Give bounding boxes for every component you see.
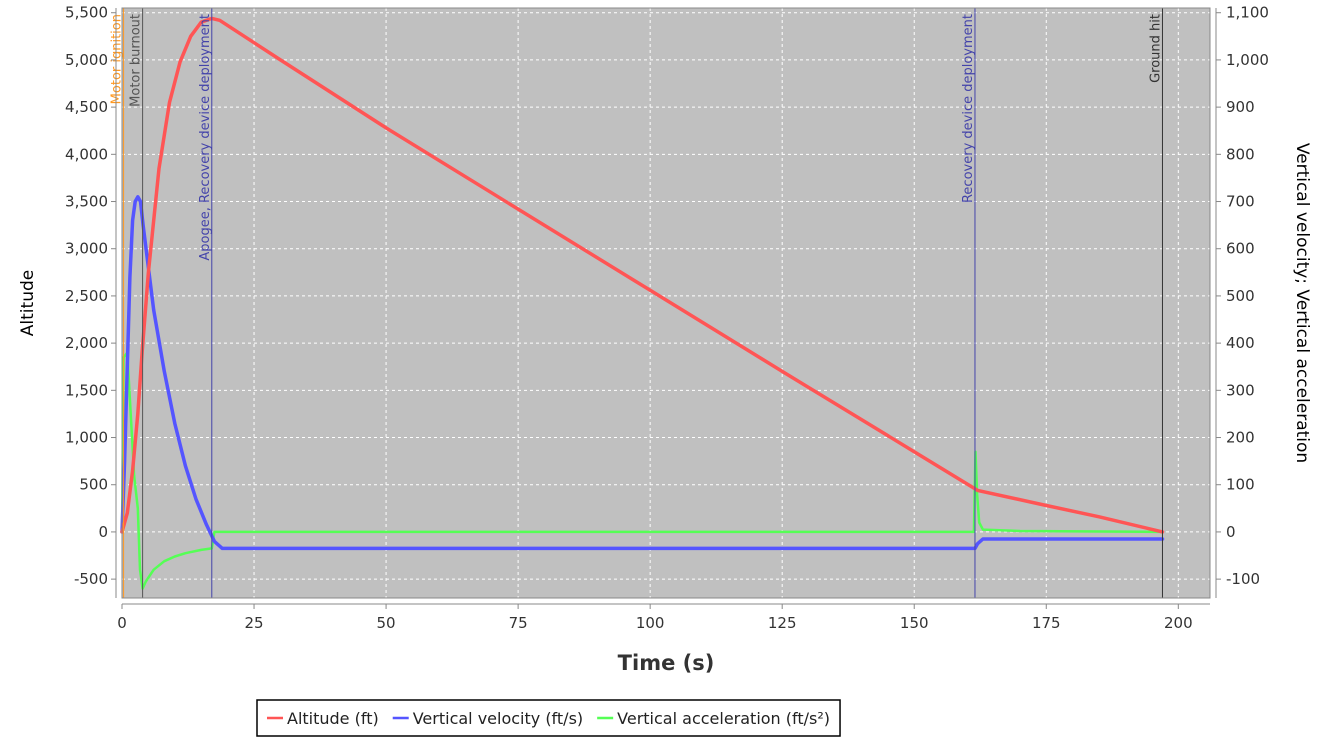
- left-y-tick-label: 5,500: [65, 4, 108, 22]
- event-marker-label: Apogee, Recovery device deployment: [198, 14, 213, 261]
- left-y-tick-label: 0: [98, 523, 108, 541]
- right-y-tick-label: 400: [1226, 334, 1255, 352]
- legend: Altitude (ft) Vertical velocity (ft/s) Ver…: [256, 699, 841, 737]
- x-axis-title: Time (s): [618, 651, 715, 675]
- right-y-tick-label: 1,100: [1226, 4, 1269, 22]
- right-y-tick-label: -100: [1226, 570, 1260, 588]
- plot-border: [121, 7, 1211, 599]
- left-y-tick-label: 1,000: [65, 429, 108, 447]
- right-y-tick-label: 800: [1226, 145, 1255, 163]
- x-tick-label: 125: [768, 614, 797, 632]
- vertical-acceleration-line: [120, 351, 1164, 590]
- legend-box: [256, 699, 841, 737]
- event-marker-label: Motor burnout: [129, 14, 144, 107]
- x-tick-label: 200: [1164, 614, 1193, 632]
- event-marker-label: Motor ignition: [110, 14, 125, 104]
- x-tick-label: 75: [509, 614, 528, 632]
- left-y-tick-label: 500: [79, 476, 108, 494]
- right-y-tick-label: 900: [1226, 98, 1255, 116]
- right-y-tick-label: 1,000: [1226, 51, 1269, 69]
- left-y-tick-label: 3,500: [65, 193, 108, 211]
- left-y-tick-label: -500: [74, 570, 108, 588]
- x-tick-label: 150: [900, 614, 929, 632]
- right-y-tick-label: 500: [1226, 287, 1255, 305]
- x-tick-label: 25: [244, 614, 263, 632]
- right-y-tick-label: 0: [1226, 523, 1236, 541]
- left-y-tick-label: 4,000: [65, 145, 108, 163]
- x-tick-label: 175: [1032, 614, 1061, 632]
- right-y-tick-label: 600: [1226, 240, 1255, 258]
- axes: 0 25 50 75 100 125 150 175 200 -500 0 500 1,000 1,500…: [65, 4, 1269, 632]
- vertical-velocity-line: [120, 195, 1165, 551]
- plot-area: [122, 8, 1210, 598]
- left-y-tick-label: 5,000: [65, 51, 108, 69]
- flight-event-markers: Motor ignition Motor burnout Apogee, Recov…: [110, 8, 1163, 598]
- left-y-tick-label: 4,500: [65, 98, 108, 116]
- legend-entry-label: Vertical acceleration (ft/s²): [617, 709, 830, 728]
- right-y-tick-label: 200: [1226, 429, 1255, 447]
- left-y-tick-label: 2,500: [65, 287, 108, 305]
- grid-lines: [121, 8, 1210, 598]
- legend-entry-label: Altitude (ft): [287, 709, 379, 728]
- x-tick-label: 100: [636, 614, 665, 632]
- x-tick-label: 0: [117, 614, 127, 632]
- right-y-tick-label: 300: [1226, 381, 1255, 399]
- right-y-tick-label: 100: [1226, 476, 1255, 494]
- event-marker-label: Recovery device deployment: [961, 14, 976, 203]
- left-y-axis-title: Altitude: [18, 270, 38, 336]
- right-y-tick-label: 700: [1226, 193, 1255, 211]
- right-y-axis-title: Vertical velocity; Vertical acceleration: [1292, 143, 1312, 463]
- left-y-tick-label: 2,000: [65, 334, 108, 352]
- event-marker-label: Ground hit: [1148, 14, 1163, 83]
- legend-entry-label: Vertical velocity (ft/s): [413, 709, 583, 728]
- x-tick-label: 50: [377, 614, 396, 632]
- left-y-tick-label: 1,500: [65, 381, 108, 399]
- left-y-tick-label: 3,000: [65, 240, 108, 258]
